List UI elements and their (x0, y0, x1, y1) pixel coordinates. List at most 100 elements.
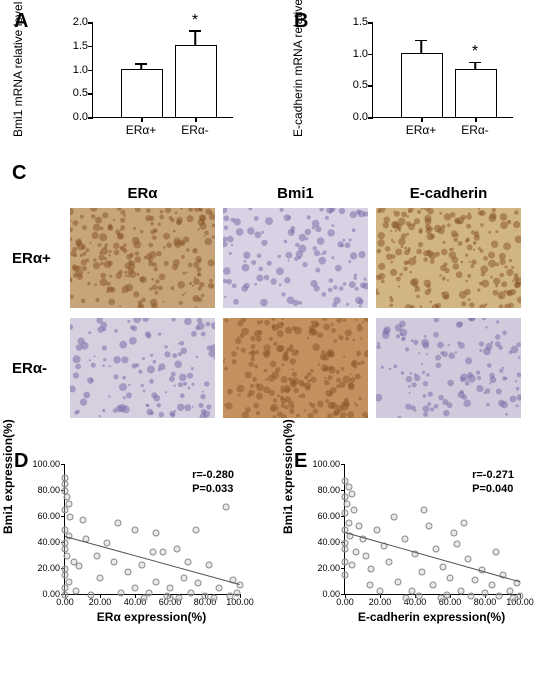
scatter-xtick-label: 80.00 (474, 597, 497, 607)
scatter-point (62, 591, 69, 598)
panel-c-label: C (12, 162, 26, 185)
scatter-point (140, 595, 147, 602)
scatter-point (342, 509, 349, 516)
significance-star: * (472, 43, 478, 61)
scatter-point (394, 578, 401, 585)
hist-image (376, 208, 521, 308)
scatter-xtick-label: 0.00 (336, 597, 354, 607)
ytick-label: 0.5 (73, 87, 88, 99)
scatter-point (125, 569, 132, 576)
scatter-point (97, 574, 104, 581)
scatter-point (205, 561, 212, 568)
scatter-point (420, 507, 427, 514)
scatter-point (482, 590, 489, 597)
scatter-point (139, 561, 146, 568)
scatter-point (149, 548, 156, 555)
scatter-point (153, 530, 160, 537)
scatter-point (226, 592, 233, 599)
bar (455, 69, 497, 118)
scatter-point (67, 513, 74, 520)
scatter-point (408, 587, 415, 594)
hist-column-header: ERα (70, 185, 215, 202)
scatter-point (391, 513, 398, 520)
scatter-point (195, 579, 202, 586)
panel-a-chart: Bmi1 mRNA relative level 0.00.51.01.52.0… (62, 12, 242, 142)
scatter-point (345, 483, 352, 490)
scatter-point (489, 582, 496, 589)
panel-d-p: P=0.033 (192, 482, 234, 496)
scatter-point (471, 577, 478, 584)
panel-b-chart: E-cadherin mRNA relative level 0.00.51.0… (342, 12, 522, 142)
scatter-point (352, 548, 359, 555)
panel-d-r: r=-0.280 (192, 468, 234, 482)
scatter-point (114, 520, 121, 527)
panel-c-rows: ERα+ ERα- (12, 208, 529, 418)
scatter-point (79, 517, 86, 524)
ytick-label: 1.0 (353, 48, 368, 60)
scatter-point (368, 565, 375, 572)
scatter-point (104, 539, 111, 546)
panel-b: B E-cadherin mRNA relative level 0.00.51… (292, 12, 532, 142)
ytick-label: 2.0 (73, 16, 88, 28)
scatter-ytick-label: 20.00 (317, 563, 340, 573)
bar (401, 53, 443, 117)
scatter-ytick-label: 60.00 (37, 511, 60, 521)
scatter-point (510, 595, 517, 602)
panel-e-p: P=0.040 (472, 482, 514, 496)
scatter-ytick-label: 100.00 (312, 459, 340, 469)
top-row: A Bmi1 mRNA relative level 0.00.51.01.52… (12, 12, 538, 142)
ytick-label: 0.5 (353, 79, 368, 91)
hist-row: ERα+ (12, 208, 529, 308)
scatter-point (440, 564, 447, 571)
scatter-point (93, 552, 100, 559)
panel-e-xlabel: E-cadherin expression(%) (344, 610, 519, 624)
bar (175, 45, 217, 117)
hist-image (223, 208, 368, 308)
scatter-point (216, 585, 223, 592)
scatter-point (506, 587, 513, 594)
scatter-point (132, 585, 139, 592)
scatter-xtick-label: 0.00 (56, 597, 74, 607)
scatter-point (193, 526, 200, 533)
ytick-label: 1.0 (73, 64, 88, 76)
scatter-point (62, 507, 69, 514)
scatter-xtick-label: 20.00 (89, 597, 112, 607)
panel-c: C ERαBmi1E-cadherin ERα+ERα- (12, 162, 538, 428)
hist-row: ERα- (12, 318, 529, 418)
ytick-label: 1.5 (73, 40, 88, 52)
panel-e: E Bmi1 expression(%) r=-0.271 P=0.040 0.… (292, 452, 532, 632)
trend-line (345, 532, 520, 582)
scatter-ytick-label: 60.00 (317, 511, 340, 521)
xtick-label: ERα+ (406, 123, 437, 137)
scatter-point (223, 504, 230, 511)
scatter-point (447, 574, 454, 581)
scatter-ytick-label: 20.00 (37, 563, 60, 573)
scatter-point (454, 540, 461, 547)
scatter-ytick-label: 100.00 (32, 459, 60, 469)
scatter-point (426, 522, 433, 529)
scatter-point (342, 559, 349, 566)
xtick-label: ERα+ (126, 123, 157, 137)
panel-a-ylabel: Bmi1 mRNA relative level (11, 17, 25, 137)
scatter-point (210, 595, 217, 602)
panel-d-stats: r=-0.280 P=0.033 (192, 468, 234, 497)
xtick-label: ERα- (461, 123, 489, 137)
scatter-point (184, 559, 191, 566)
scatter-point (385, 559, 392, 566)
scatter-point (468, 592, 475, 599)
scatter-ytick-label: 40.00 (37, 537, 60, 547)
scatter-point (88, 591, 95, 598)
panel-e-container: Bmi1 expression(%) r=-0.271 P=0.040 0.00… (292, 452, 532, 632)
scatter-point (349, 561, 356, 568)
scatter-ytick-label: 40.00 (317, 537, 340, 547)
panel-d-ylabel: Bmi1 expression(%) (1, 419, 15, 534)
panel-e-stats: r=-0.271 P=0.040 (472, 468, 514, 497)
hist-image (70, 318, 215, 418)
hist-image (376, 318, 521, 418)
bar (121, 69, 163, 118)
hist-column-header: E-cadherin (376, 185, 521, 202)
panel-b-ylabel: E-cadherin mRNA relative level (291, 17, 305, 137)
scatter-point (450, 530, 457, 537)
figure: A Bmi1 mRNA relative level 0.00.51.01.52… (12, 12, 538, 632)
hist-row-label: ERα+ (12, 250, 70, 267)
